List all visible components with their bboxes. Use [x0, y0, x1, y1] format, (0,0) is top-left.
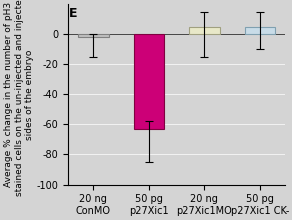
Y-axis label: Average % change in the number of pH3
stained cells on the un-injected and injec: Average % change in the number of pH3 st… — [4, 0, 34, 196]
Bar — [134, 34, 164, 129]
Bar — [78, 34, 109, 37]
Bar — [189, 27, 220, 34]
Text: E: E — [69, 7, 77, 20]
Bar — [244, 27, 275, 34]
